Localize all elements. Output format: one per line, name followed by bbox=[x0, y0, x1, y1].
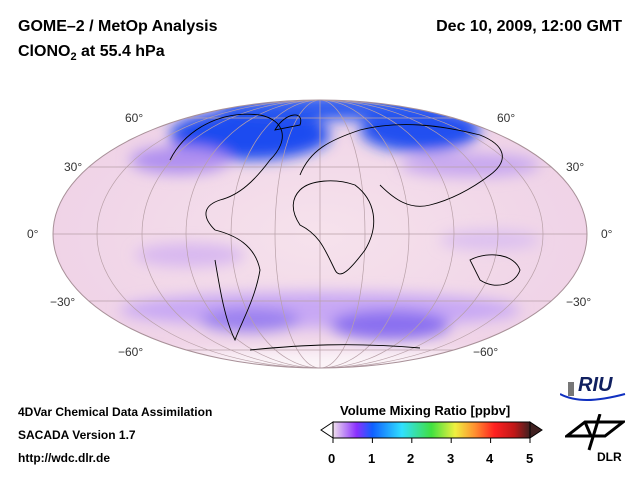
dlr-logo-text: DLR bbox=[597, 450, 622, 464]
map-title: GOME–2 / MetOp Analysis bbox=[18, 18, 218, 35]
concentration-field bbox=[53, 100, 587, 368]
lat-label-30s-right: −30° bbox=[566, 295, 592, 309]
footer-method: 4DVar Chemical Data Assimilation bbox=[18, 405, 213, 419]
species-subscript: 2 bbox=[70, 51, 77, 64]
colorbar-tick-2: 2 bbox=[407, 451, 415, 466]
world-map bbox=[52, 99, 588, 369]
footer-version: SACADA Version 1.7 bbox=[18, 428, 136, 442]
lat-label-60n-right: 60° bbox=[497, 111, 516, 125]
graticule bbox=[53, 100, 587, 368]
colorbar-ticks bbox=[332, 438, 531, 443]
lat-label-60s-left: −60° bbox=[118, 345, 144, 359]
colorbar-tick-3: 3 bbox=[447, 451, 455, 466]
lat-label-0-right: 0° bbox=[601, 227, 613, 241]
datetime: Dec 10, 2009, 12:00 GMT bbox=[436, 18, 622, 35]
lat-label-60s-right: −60° bbox=[473, 345, 499, 359]
pressure-level: at 55.4 hPa bbox=[76, 43, 165, 60]
colorbar-min-arrow bbox=[320, 421, 334, 439]
colorbar-tick-4: 4 bbox=[486, 451, 494, 466]
riu-logo-text: RIU bbox=[578, 374, 613, 396]
dlr-logo-icon bbox=[565, 414, 625, 451]
colorbar-max-arrow bbox=[529, 421, 543, 439]
lat-label-30n-right: 30° bbox=[566, 160, 585, 174]
footer-url[interactable]: http://wdc.dlr.de bbox=[18, 451, 110, 465]
colorbar-gradient bbox=[332, 421, 531, 439]
species-label: ClONO2 at 55.4 hPa bbox=[18, 43, 165, 63]
colorbar-tick-0: 0 bbox=[328, 451, 336, 466]
colorbar-title: Volume Mixing Ratio [ppbv] bbox=[340, 403, 511, 418]
colorbar-tick-5: 5 bbox=[526, 451, 534, 466]
coastlines bbox=[169, 113, 521, 351]
lat-label-60n-left: 60° bbox=[125, 111, 144, 125]
riu-logo: RIU bbox=[560, 372, 630, 402]
lat-label-0-left: 0° bbox=[27, 227, 39, 241]
riu-logo-graphic bbox=[560, 382, 626, 401]
colorbar-tick-1: 1 bbox=[368, 451, 376, 466]
map-border bbox=[52, 99, 588, 369]
colorbar bbox=[320, 421, 543, 443]
lat-label-30n-left: 30° bbox=[64, 160, 83, 174]
lat-label-30s-left: −30° bbox=[50, 295, 76, 309]
species-name: ClONO bbox=[18, 43, 71, 60]
